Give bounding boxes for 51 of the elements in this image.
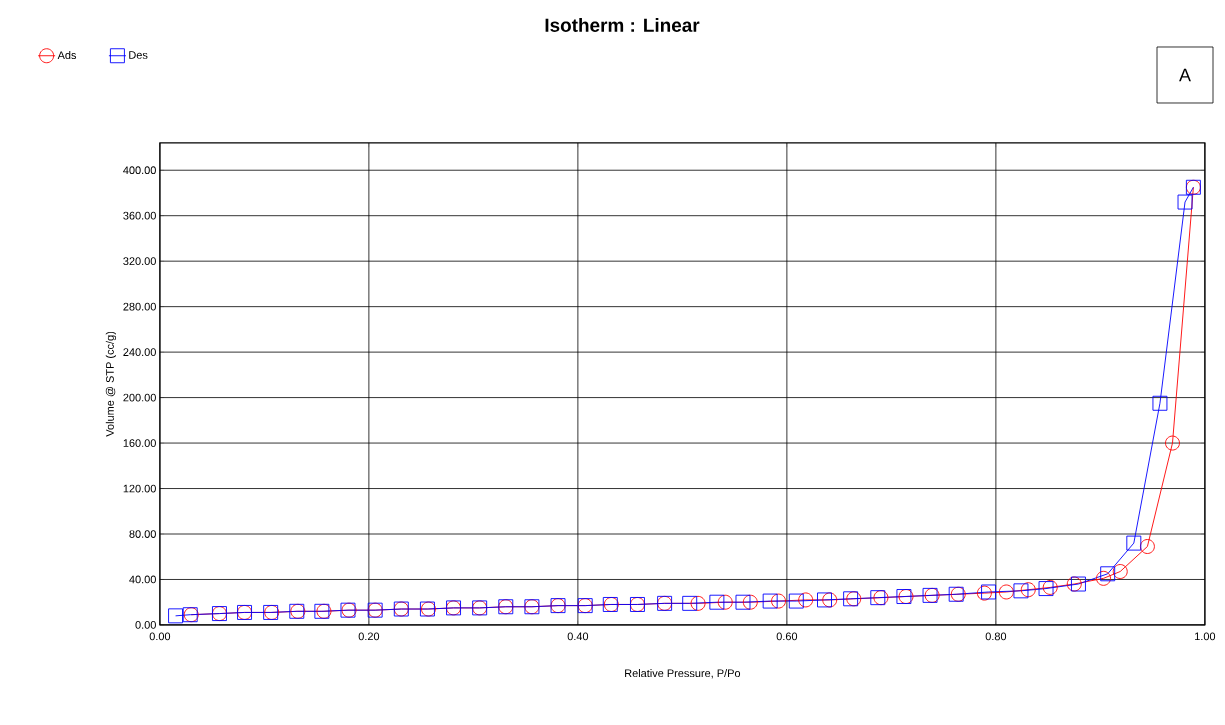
point (1139, 539, 1155, 554)
y-tick-label: 200.00 (123, 393, 156, 402)
chart-title: Isotherm : Linear (545, 18, 700, 32)
point (1177, 194, 1193, 210)
point (1112, 564, 1128, 579)
point (690, 595, 706, 611)
y-tick-label: 160.00 (123, 439, 156, 447)
point (735, 594, 751, 610)
y-tick-label: 120.00 (123, 484, 156, 493)
point (1042, 579, 1058, 595)
y-tick-label: 80.00 (129, 530, 156, 538)
x-tick-label: 0.40 (567, 632, 589, 641)
point (1165, 435, 1180, 451)
point (742, 594, 758, 610)
point (817, 592, 832, 608)
x-tick-label: 0.00 (149, 632, 171, 641)
y-tick-label: 400.00 (123, 166, 156, 175)
x-axis-title: Relative Pressure, P/Po (625, 669, 741, 679)
point (1126, 535, 1142, 551)
point (1020, 582, 1036, 598)
y-tick-label: 240.00 (123, 348, 156, 356)
x-tick-label: 1.00 (1195, 632, 1216, 641)
point (717, 594, 733, 610)
y-tick-label: 280.00 (123, 302, 156, 311)
point (981, 584, 997, 600)
y-tick-label: 40.00 (129, 575, 156, 584)
y-tick-label: 320.00 (123, 257, 156, 266)
point (1070, 576, 1086, 592)
point (1100, 566, 1116, 582)
point (771, 593, 786, 609)
y-axis-title: Volume @ STP (cc/g) (105, 331, 116, 437)
point (1096, 570, 1111, 586)
x-tick-label: 0.80 (985, 632, 1007, 641)
legend-label: Ads (57, 51, 77, 60)
text: A (1179, 68, 1191, 82)
point (1152, 395, 1168, 411)
point (762, 593, 778, 609)
legend-label: Des (129, 51, 148, 59)
point (1038, 581, 1054, 597)
x-tick-label: 0.20 (358, 632, 380, 641)
point (682, 595, 698, 611)
point (709, 594, 725, 610)
point (1013, 583, 1029, 599)
y-tick-label: 0.00 (135, 621, 156, 629)
point (798, 592, 814, 608)
y-tick-label: 360.00 (123, 211, 156, 220)
point (788, 593, 804, 609)
point (976, 585, 992, 601)
x-tick-label: 0.60 (776, 632, 798, 641)
point (998, 584, 1014, 600)
point (168, 608, 184, 624)
